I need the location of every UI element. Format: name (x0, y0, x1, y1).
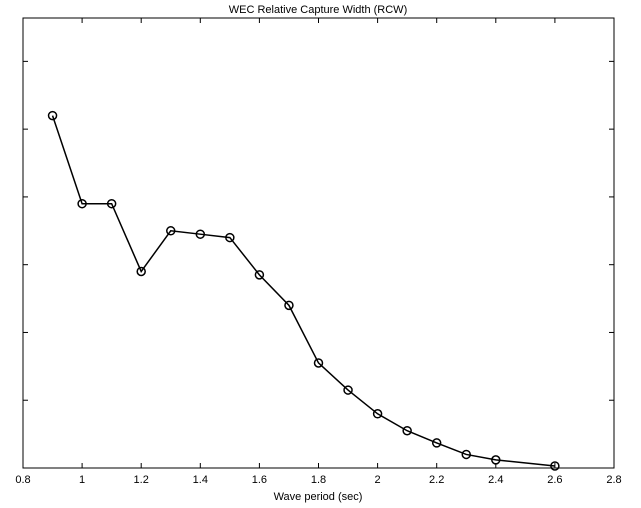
x-tick-label: 1 (79, 474, 85, 486)
series-line (51, 115, 555, 467)
data-point (254, 270, 265, 280)
data-point (313, 358, 324, 368)
data-point (491, 455, 501, 465)
x-tick-label: 0.8 (15, 474, 30, 486)
data-point (461, 449, 471, 460)
x-tick-label: 2.6 (547, 474, 562, 486)
x-tick-label: 2.4 (488, 474, 503, 486)
x-tick-label: 1.4 (193, 474, 208, 486)
data-point (284, 300, 294, 311)
x-axis-label: Wave period (sec) (274, 491, 363, 503)
data-point (343, 385, 353, 395)
data-point (166, 226, 176, 236)
data-point (47, 110, 58, 121)
data-point (136, 266, 146, 277)
data-point (372, 409, 383, 419)
x-tick-label: 1.6 (252, 474, 267, 486)
data-point (77, 198, 87, 209)
data-point (195, 229, 206, 239)
data-point (550, 461, 560, 471)
x-tick-label: 1.2 (134, 474, 149, 486)
data-point (402, 425, 412, 436)
data-point (431, 438, 442, 448)
x-tick-label: 1.8 (311, 474, 326, 486)
x-tick-label: 2.2 (429, 474, 444, 486)
x-tick-label: 2.8 (606, 474, 621, 486)
x-tick-label: 2 (375, 474, 381, 486)
chart-title: WEC Relative Capture Width (RCW) (229, 4, 407, 16)
data-point (106, 198, 117, 209)
data-point (225, 232, 235, 243)
